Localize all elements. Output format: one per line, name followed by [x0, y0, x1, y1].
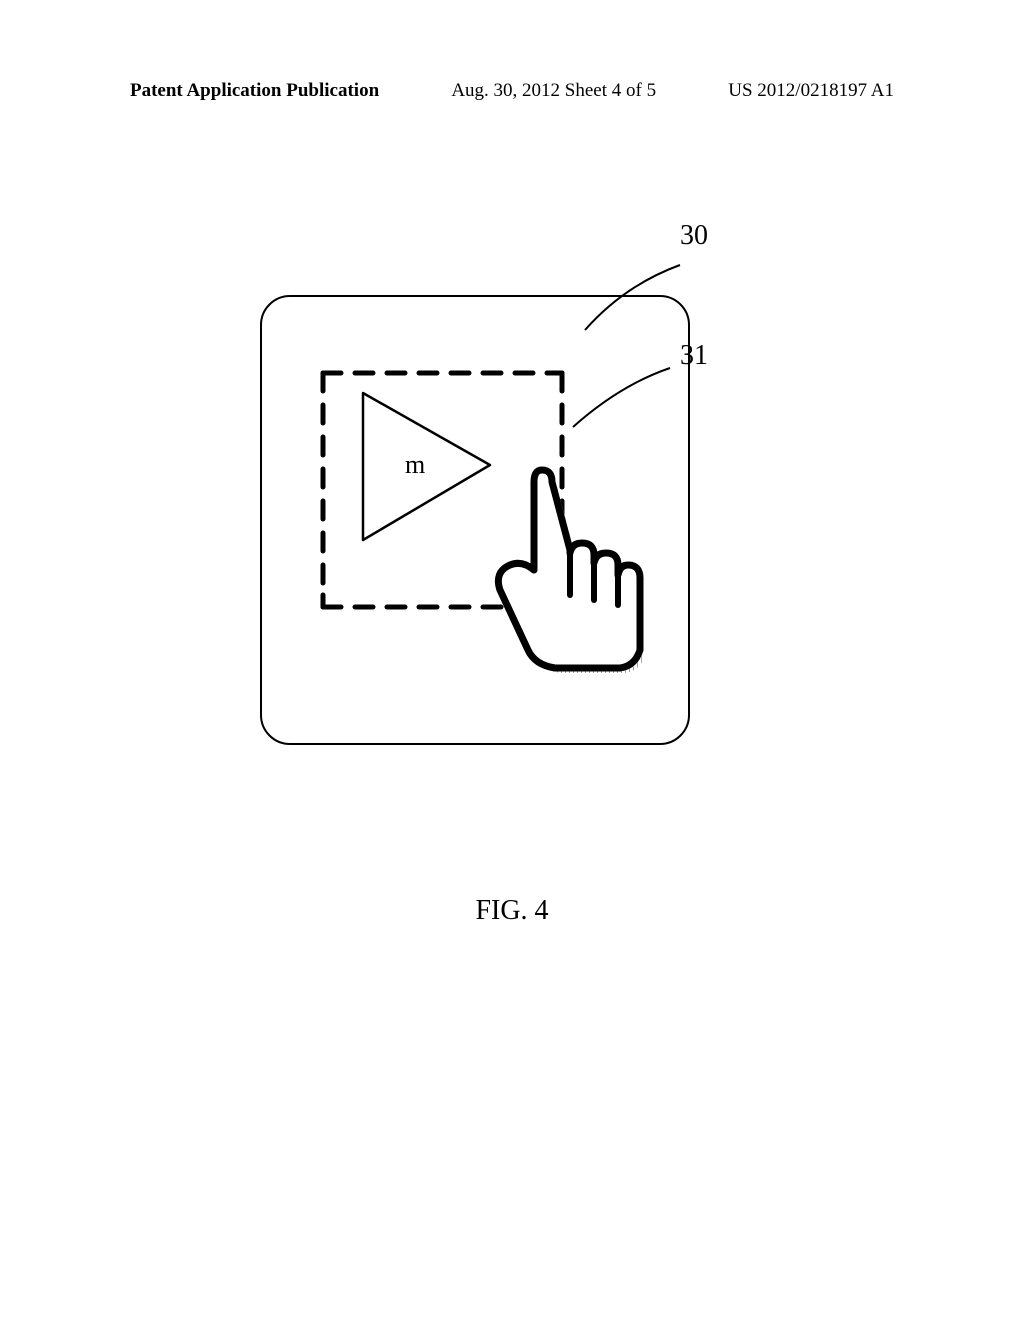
leader-line-30 — [580, 260, 700, 345]
play-triangle-icon — [360, 390, 495, 545]
header-patent-number: US 2012/0218197 A1 — [728, 80, 894, 102]
touch-hand-icon — [480, 460, 680, 695]
reference-numeral-30: 30 — [680, 220, 708, 252]
figure-4-container: m — [260, 265, 700, 740]
label-m: m — [405, 450, 425, 480]
leader-line-31 — [570, 365, 690, 440]
header-date-sheet: Aug. 30, 2012 Sheet 4 of 5 — [451, 80, 656, 102]
patent-header: Patent Application Publication Aug. 30, … — [0, 80, 1024, 102]
header-publication: Patent Application Publication — [130, 80, 379, 102]
reference-numeral-31: 31 — [680, 340, 708, 372]
figure-caption: FIG. 4 — [0, 895, 1024, 927]
